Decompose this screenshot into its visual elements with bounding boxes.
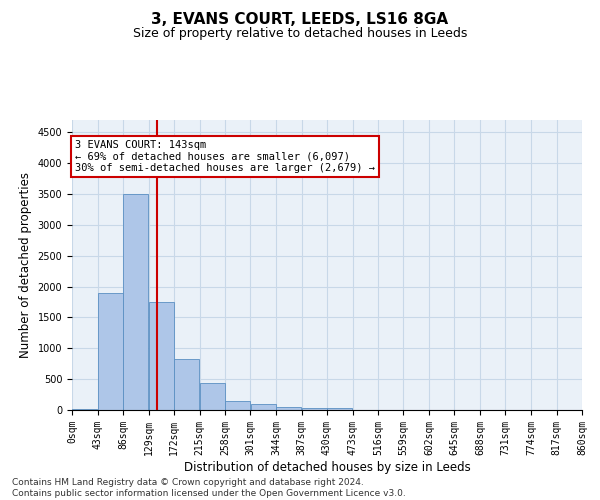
X-axis label: Distribution of detached houses by size in Leeds: Distribution of detached houses by size …: [184, 460, 470, 473]
Bar: [174, 359, 199, 410]
Bar: [98, 294, 123, 410]
Bar: [302, 408, 327, 410]
Bar: [149, 302, 174, 410]
Text: 3 EVANS COURT: 143sqm
← 69% of detached houses are smaller (6,097)
30% of semi-d: 3 EVANS COURT: 143sqm ← 69% of detached …: [75, 140, 375, 173]
Bar: [276, 406, 301, 410]
Text: 3, EVANS COURT, LEEDS, LS16 8GA: 3, EVANS COURT, LEEDS, LS16 8GA: [151, 12, 449, 28]
Text: Size of property relative to detached houses in Leeds: Size of property relative to detached ho…: [133, 28, 467, 40]
Text: Contains HM Land Registry data © Crown copyright and database right 2024.
Contai: Contains HM Land Registry data © Crown c…: [12, 478, 406, 498]
Bar: [251, 404, 276, 410]
Bar: [327, 408, 352, 410]
Bar: [123, 194, 148, 410]
Bar: [72, 409, 97, 410]
Bar: [200, 383, 225, 410]
Y-axis label: Number of detached properties: Number of detached properties: [19, 172, 32, 358]
Bar: [225, 400, 250, 410]
